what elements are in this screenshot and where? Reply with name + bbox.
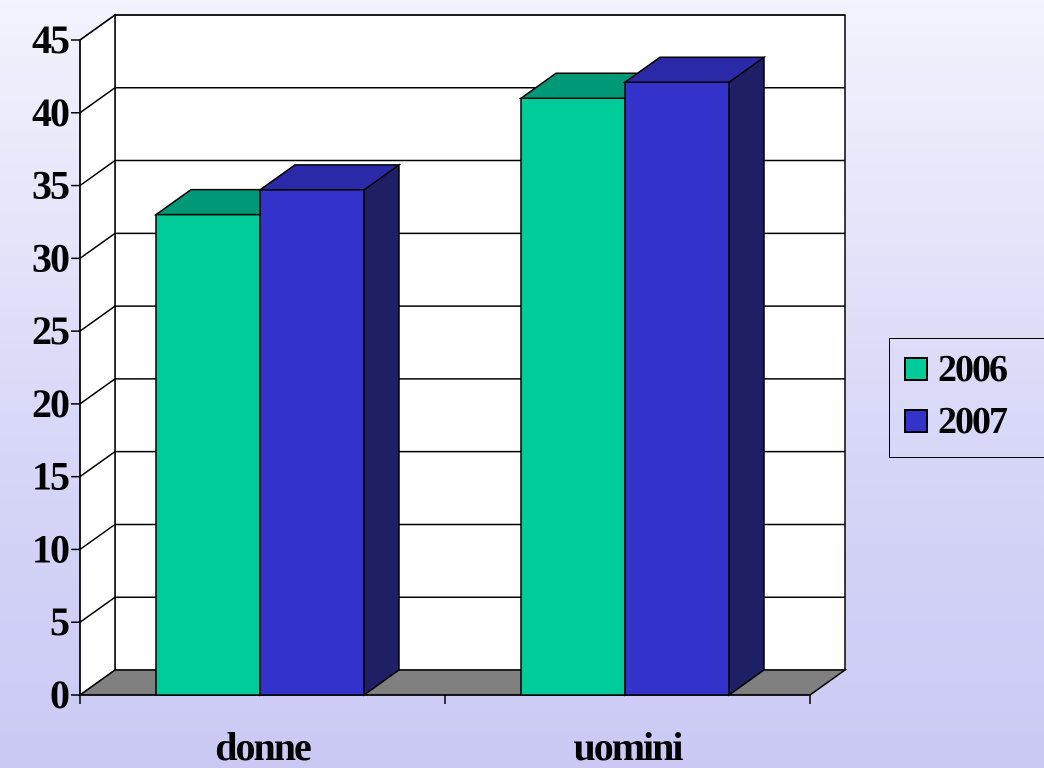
x-category-label-donne: donne bbox=[215, 724, 311, 768]
x-category-label-uomini: uomini bbox=[573, 724, 683, 768]
y-tick-label-10: 10 bbox=[32, 526, 69, 571]
legend-swatch-2007 bbox=[904, 409, 928, 433]
y-tick-label-0: 0 bbox=[50, 672, 69, 717]
bar-uomini-2006 bbox=[520, 97, 626, 696]
bar-uomini-2007 bbox=[624, 81, 730, 696]
bar-uomini-2007-side bbox=[728, 55, 765, 697]
y-tick-label-5: 5 bbox=[50, 599, 69, 644]
y-tick-label-15: 15 bbox=[32, 454, 69, 499]
y-tick-label-20: 20 bbox=[32, 381, 69, 426]
side-wall bbox=[79, 13, 116, 697]
y-tick-label-30: 30 bbox=[32, 235, 69, 280]
y-tick-label-25: 25 bbox=[32, 308, 69, 353]
legend-label-2006: 2006 bbox=[938, 348, 1008, 390]
bar-donne-2007-side bbox=[363, 163, 400, 697]
legend: 2006 2007 bbox=[889, 338, 1044, 458]
legend-label-2007: 2007 bbox=[938, 400, 1008, 442]
legend-item-2006: 2006 bbox=[904, 348, 1008, 390]
bar-donne-2007 bbox=[259, 189, 365, 696]
y-tick-label-40: 40 bbox=[32, 90, 69, 135]
legend-swatch-2006 bbox=[904, 357, 928, 381]
y-tick-label-45: 45 bbox=[32, 17, 69, 62]
bar-donne-2006 bbox=[155, 213, 261, 696]
y-tick-label-35: 35 bbox=[32, 163, 69, 208]
legend-item-2007: 2007 bbox=[904, 400, 1008, 442]
gridline-45 bbox=[79, 14, 845, 41]
